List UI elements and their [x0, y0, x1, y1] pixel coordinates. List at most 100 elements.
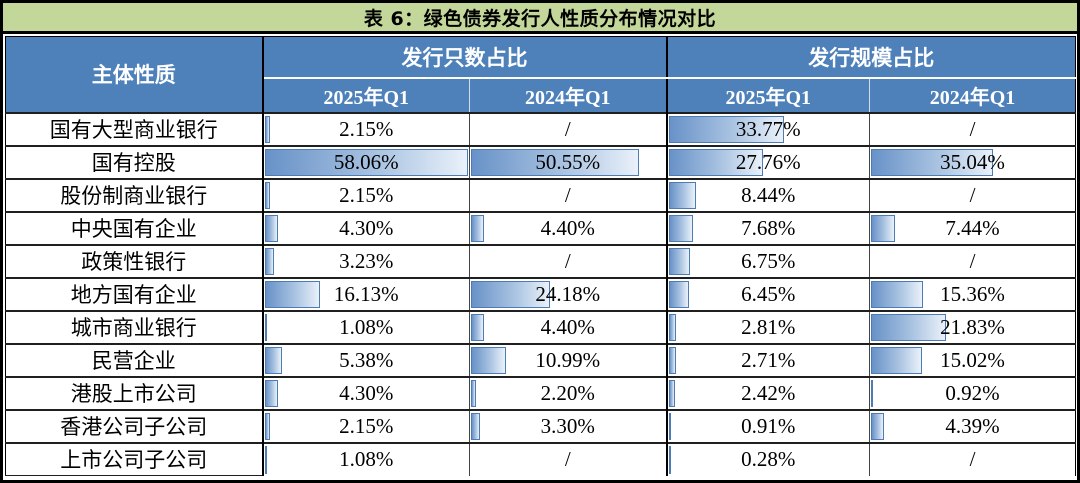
data-cell: / [869, 441, 1076, 476]
data-cell: 7.68% [666, 210, 870, 245]
data-cell: 2.71% [666, 342, 870, 377]
data-cell: / [469, 177, 668, 212]
cell-value: 0.91% [741, 413, 796, 438]
cell-content: / [870, 246, 1075, 277]
data-bar [264, 412, 271, 440]
cell-content: / [470, 246, 666, 277]
cell-content: / [870, 180, 1075, 211]
data-cell: 2.15% [262, 111, 470, 146]
table-row: 政策性银行 3.23% / 6.75% / [5, 243, 1076, 278]
cell-content: 2.15% [264, 114, 470, 145]
cell-content: 0.92% [870, 378, 1075, 409]
cell-content: 5.38% [264, 345, 470, 376]
data-cell: 35.04% [869, 144, 1076, 179]
data-cell: / [869, 177, 1076, 212]
cell-content: 16.13% [264, 279, 470, 310]
cell-value: 3.30% [540, 413, 595, 438]
cell-content: 15.02% [870, 345, 1075, 376]
data-cell: 15.36% [869, 276, 1076, 311]
cell-value: 35.04% [940, 149, 1005, 174]
cell-content: 8.44% [668, 180, 870, 211]
cell-value: 2.71% [741, 347, 796, 372]
data-cell: 10.99% [469, 342, 668, 377]
cell-content: 21.83% [870, 312, 1075, 343]
data-cell: 7.44% [869, 210, 1076, 245]
row-label: 民营企业 [5, 342, 264, 377]
table-title: 表 6：绿色债券发行人性质分布情况对比 [363, 7, 717, 30]
cell-value: 0.28% [741, 447, 796, 471]
data-cell: 0.92% [869, 375, 1076, 410]
subheader-scale-2025q1: 2025年Q1 [666, 77, 870, 113]
data-cell: 2.20% [469, 375, 668, 410]
data-bar [871, 280, 924, 308]
subheader-scale-2024q1: 2024年Q1 [869, 77, 1076, 113]
cell-value: 4.30% [339, 380, 394, 405]
data-bar [471, 313, 484, 341]
cell-content: 2.42% [668, 378, 870, 409]
table-row: 港股上市公司 4.30% 2.20% 2.42% 0.92% [5, 375, 1076, 410]
data-bar [871, 379, 873, 407]
data-cell: 16.13% [262, 276, 470, 311]
cell-value: / [969, 182, 976, 207]
data-bar [871, 148, 993, 176]
cell-content: 6.75% [668, 246, 870, 277]
row-label: 地方国有企业 [5, 276, 264, 311]
table-row: 地方国有企业 16.13% 24.18% 6.45% 15.36% [5, 276, 1076, 311]
cell-content: 2.81% [668, 312, 870, 343]
table-body: 国有大型商业银行 2.15% / 33.77% / 国有控股 58.06% 50.55% 27.… [5, 111, 1076, 476]
table-title-bar: 表 6：绿色债券发行人性质分布情况对比 [3, 3, 1077, 34]
cell-value: 2.15% [339, 116, 394, 141]
data-bar [264, 313, 267, 341]
cell-value: 2.81% [741, 314, 796, 339]
cell-value: 2.15% [339, 182, 394, 207]
cell-value: 6.75% [741, 248, 796, 273]
data-cell: / [469, 243, 668, 278]
cell-value: 27.76% [735, 149, 801, 174]
cell-content: 2.20% [470, 378, 666, 409]
cell-content: / [870, 114, 1075, 145]
data-cell: 27.76% [666, 144, 870, 179]
data-bar [264, 280, 320, 308]
cell-content: 15.36% [870, 279, 1075, 310]
cell-content: / [470, 180, 666, 211]
cell-value: 2.15% [339, 413, 394, 438]
cell-value: 16.13% [333, 281, 399, 306]
data-cell: 21.83% [869, 309, 1076, 344]
data-bar [871, 313, 947, 341]
data-bar [871, 214, 896, 242]
row-label: 香港公司子公司 [5, 408, 264, 443]
table-wrap: 主体性质 发行只数占比 发行规模占比 2025年Q1 2024年Q1 2025年… [3, 34, 1077, 477]
row-label: 股份制商业银行 [5, 177, 264, 212]
data-cell: 5.38% [262, 342, 470, 377]
cell-content: 3.23% [264, 246, 470, 277]
cell-value: 1.08% [339, 447, 394, 471]
cell-content: 2.71% [668, 345, 870, 376]
subheader-count-2025q1: 2025年Q1 [262, 77, 470, 113]
cell-content: 2.15% [264, 411, 470, 442]
cell-content: 27.76% [668, 147, 870, 178]
cell-value: 10.99% [535, 347, 601, 372]
cell-content: 10.99% [470, 345, 666, 376]
cell-content: / [470, 114, 666, 145]
data-bar [264, 148, 468, 176]
data-cell: / [869, 243, 1076, 278]
cell-value: / [564, 447, 571, 471]
data-bar [668, 379, 675, 407]
cell-content: 0.28% [668, 444, 870, 476]
data-cell: 1.08% [262, 441, 470, 476]
data-bar [668, 313, 677, 341]
cell-value: 15.36% [940, 281, 1005, 306]
data-bar [471, 412, 481, 440]
data-cell: 58.06% [262, 144, 470, 179]
cell-content: 1.08% [264, 444, 470, 476]
data-bar [668, 115, 784, 143]
data-bar [668, 247, 690, 275]
cell-value: / [564, 116, 571, 141]
subheader-count-2024q1: 2024年Q1 [469, 77, 668, 113]
data-cell: 2.15% [262, 177, 470, 212]
data-cell: 6.45% [666, 276, 870, 311]
data-cell: 50.55% [469, 144, 668, 179]
data-bar [471, 346, 506, 374]
data-bar [668, 445, 671, 474]
cell-value: 15.02% [940, 347, 1005, 372]
